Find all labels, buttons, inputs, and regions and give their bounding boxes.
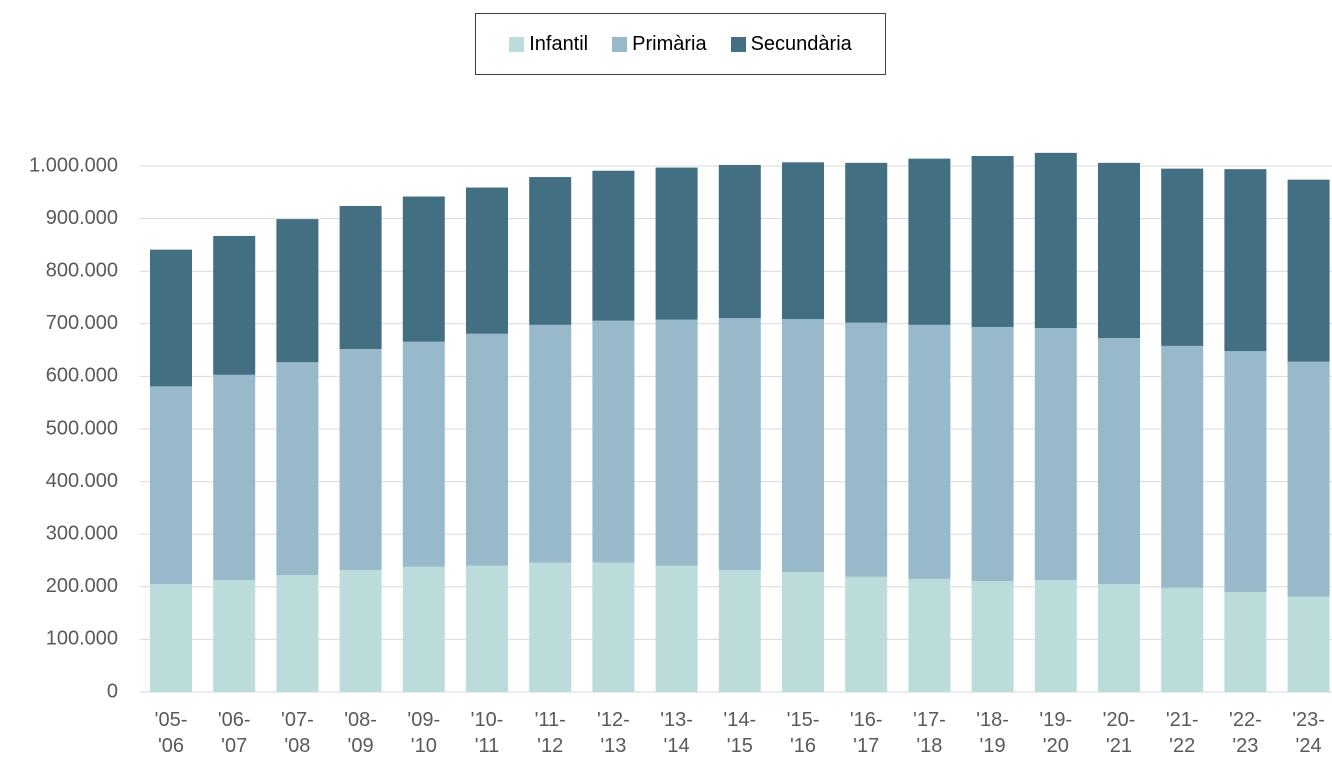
bar-segment	[655, 319, 698, 566]
bar-segment	[529, 177, 572, 325]
bar-segment	[339, 569, 382, 692]
bar-segment	[782, 319, 824, 573]
x-tick-label: '19- '20	[1039, 709, 1073, 757]
bar-segment	[402, 341, 445, 567]
y-tick-label: 0	[107, 680, 118, 702]
y-tick-label: 700.000	[46, 312, 118, 334]
bar-segment	[339, 205, 382, 350]
legend-label: Primària	[632, 32, 707, 55]
bar-segment	[845, 322, 888, 577]
bar-segment	[1224, 169, 1267, 352]
bar-segment	[466, 187, 508, 334]
bar-segment	[1287, 361, 1330, 597]
bar-segment	[1034, 579, 1077, 692]
x-tick-label: '16- '17	[849, 709, 883, 757]
x-tick-label: '20- '21	[1102, 709, 1136, 757]
bar-segment	[150, 584, 192, 692]
legend-label: Infantil	[529, 32, 589, 55]
x-tick-label: '18- '19	[976, 709, 1009, 757]
bar-segment	[213, 235, 256, 375]
bar-segment	[213, 579, 256, 692]
bar-segment	[150, 249, 192, 387]
bar-segment	[276, 219, 319, 363]
y-tick-label: 800.000	[46, 259, 118, 281]
legend-swatch	[730, 36, 746, 52]
bar-segment	[1287, 179, 1330, 362]
bar-segment	[1161, 345, 1204, 588]
bar-segment	[466, 333, 508, 566]
bar-segment	[845, 576, 888, 692]
x-tick-label: '06- '07	[217, 709, 251, 757]
bar-segment	[592, 562, 635, 692]
y-tick-label: 400.000	[46, 470, 118, 492]
bar-segment	[339, 349, 382, 570]
bar-segment	[1287, 596, 1330, 692]
y-tick-label: 1.000.000	[29, 154, 118, 176]
bar-segment	[1224, 351, 1267, 593]
bar-segment	[592, 320, 635, 563]
bar-segment	[845, 162, 888, 323]
y-tick-label: 200.000	[46, 575, 118, 597]
bar-segment	[529, 324, 572, 563]
x-tick-label: '05- '06	[154, 709, 188, 757]
x-tick-label: '15- '16	[786, 709, 820, 757]
bar-segment	[655, 167, 698, 320]
bar-segment	[971, 581, 1014, 692]
legend: Infantil Primària Secundària	[475, 13, 886, 75]
bar-segment	[718, 164, 761, 319]
y-tick-label: 300.000	[46, 522, 118, 544]
bar-segment	[1161, 587, 1204, 692]
x-tick-label: '12- '13	[597, 709, 630, 757]
bar-segment	[213, 374, 256, 580]
x-tick-label: '13- '14	[660, 709, 693, 757]
bar-segment	[1098, 338, 1140, 585]
x-tick-label: '10- '11	[470, 709, 504, 757]
x-tick-label: '14- '15	[723, 709, 757, 757]
bar-segment	[1034, 328, 1077, 580]
bar-segment	[1224, 592, 1267, 692]
bar-segment	[1161, 168, 1204, 346]
y-tick-label: 600.000	[46, 365, 118, 387]
legend-label: Secundària	[750, 32, 852, 55]
legend-item: Infantil	[509, 33, 588, 56]
bar-segment	[782, 162, 824, 320]
bar-segment	[718, 318, 761, 570]
x-tick-label: '11- '12	[534, 709, 566, 757]
bar-segment	[782, 572, 824, 692]
x-tick-label: '23- '24	[1292, 709, 1325, 757]
bar-segment	[529, 562, 572, 692]
bar-segment	[466, 565, 508, 692]
bar-segment	[402, 196, 445, 342]
bar-segment	[276, 575, 319, 692]
legend-item: Secundària	[730, 32, 852, 56]
bar-segment	[150, 386, 192, 585]
bar-segment	[908, 578, 951, 692]
x-tick-label: '22- '23	[1229, 709, 1262, 757]
bar-segment	[655, 565, 698, 692]
bar-segment	[592, 170, 635, 321]
x-tick-label: '17- '18	[913, 709, 946, 757]
y-tick-label: 900.000	[46, 207, 118, 229]
legend-swatch	[509, 36, 525, 52]
bar-segment	[276, 362, 319, 576]
x-tick-label: '21- '22	[1165, 709, 1199, 757]
legend-item: Primària	[612, 32, 707, 56]
x-tick-label: '07- '08	[281, 709, 314, 757]
y-tick-label: 500.000	[46, 417, 118, 439]
x-tick-label: '08- '09	[344, 709, 377, 757]
bar-segment	[1034, 152, 1077, 329]
bar-segment	[908, 324, 951, 579]
bar-segment	[971, 156, 1014, 327]
x-tick-label: '09- '10	[407, 709, 441, 757]
bar-segment	[402, 566, 445, 692]
y-tick-label: 100.000	[46, 628, 118, 650]
bar-segment	[1098, 584, 1140, 692]
bar-segment	[908, 158, 951, 325]
bar-segment	[1098, 162, 1140, 339]
legend-swatch	[612, 36, 628, 52]
bar-segment	[718, 569, 761, 692]
bar-segment	[971, 326, 1014, 582]
